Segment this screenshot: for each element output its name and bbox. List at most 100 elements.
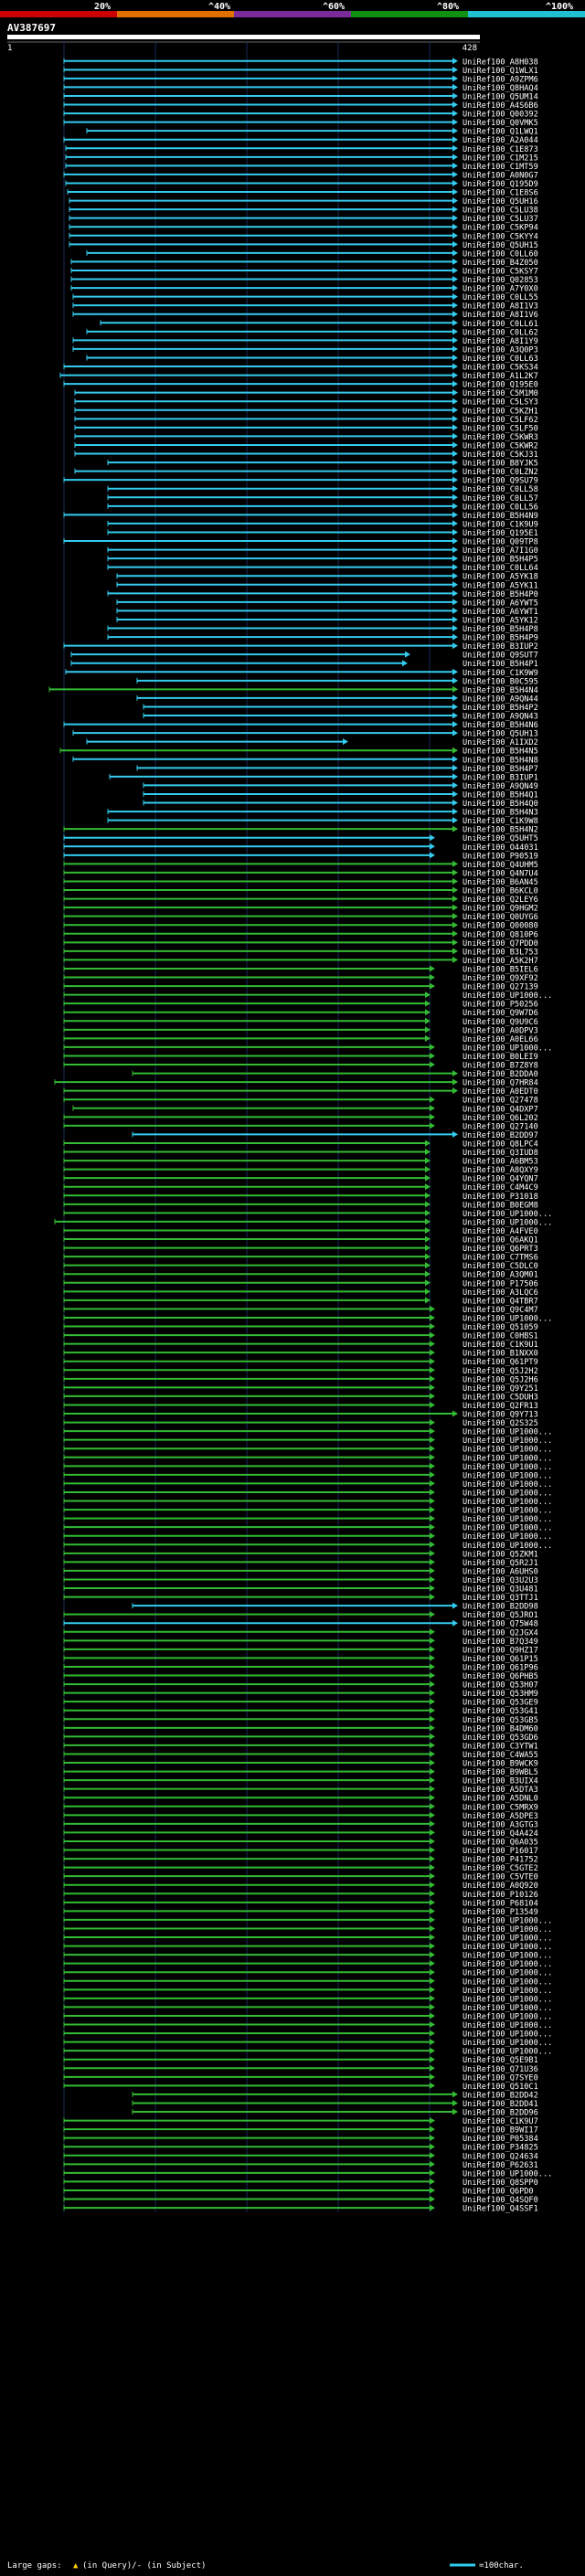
hit-row[interactable]: UniRef100_UP1000... xyxy=(63,1977,552,1987)
hit-label[interactable]: UniRef100_C5KZH1 xyxy=(463,407,538,416)
hit-label[interactable]: UniRef100_P13549 xyxy=(463,1908,538,1917)
hit-label[interactable]: UniRef100_UP1000... xyxy=(463,1977,552,1987)
hit-label[interactable]: UniRef100_C5KS34 xyxy=(463,364,538,373)
hit-row[interactable]: UniRef100_UP1000... xyxy=(63,1427,552,1437)
hit-label[interactable]: UniRef100_UP1000... xyxy=(463,1498,552,1507)
hit-row[interactable]: UniRef100_Q4SQF0 xyxy=(63,2196,538,2205)
hit-row[interactable]: UniRef100_B7Q349 xyxy=(63,1637,538,1647)
hit-label[interactable]: UniRef100_C1K9U9 xyxy=(463,520,538,529)
hit-label[interactable]: UniRef100_UP1000... xyxy=(463,1524,552,1533)
hit-label[interactable]: UniRef100_Q2S325 xyxy=(463,1419,538,1428)
hit-row[interactable]: UniRef100_C1K9W9 xyxy=(65,668,538,678)
hit-label[interactable]: UniRef100_UP1000... xyxy=(463,2012,552,2021)
hit-label[interactable]: UniRef100_A0Q920 xyxy=(463,1882,538,1891)
hit-label[interactable]: UniRef100_B5H4N8 xyxy=(463,756,538,765)
hit-row[interactable]: UniRef100_A6UHS0 xyxy=(63,1567,538,1576)
hit-label[interactable]: UniRef100_UP1000... xyxy=(463,1218,552,1227)
hit-label[interactable]: UniRef100_UP1000... xyxy=(463,1515,552,1524)
hit-label[interactable]: UniRef100_C5KYY4 xyxy=(463,232,538,241)
hit-row[interactable]: UniRef100_A5YK11 xyxy=(116,581,538,590)
hit-label[interactable]: UniRef100_A9QN49 xyxy=(463,782,538,791)
hit-label[interactable]: UniRef100_P31018 xyxy=(463,1193,538,1202)
hit-label[interactable]: UniRef100_A1IXD2 xyxy=(463,738,538,747)
hit-label[interactable]: UniRef100_A6YWT5 xyxy=(463,599,538,608)
hit-label[interactable]: UniRef100_Q53G41 xyxy=(463,1707,538,1716)
hit-row[interactable]: UniRef100_C1E8S6 xyxy=(67,188,538,198)
hit-row[interactable]: UniRef100_B3IUP1 xyxy=(109,773,538,782)
hit-label[interactable]: UniRef100_Q0VMK5 xyxy=(463,119,538,128)
hit-row[interactable]: UniRef100_A8I1V3 xyxy=(72,302,538,312)
hit-row[interactable]: UniRef100_C0LL60 xyxy=(86,249,538,259)
hit-label[interactable]: UniRef100_A5K2H7 xyxy=(463,957,538,966)
hit-row[interactable]: UniRef100_UP1000... xyxy=(63,2012,552,2021)
hit-row[interactable]: UniRef100_B5H4P1 xyxy=(70,660,538,669)
hit-label[interactable]: UniRef100_A4FVE0 xyxy=(463,1227,538,1236)
hit-label[interactable]: UniRef100_UP1000... xyxy=(463,1542,552,1551)
hit-row[interactable]: UniRef100_P10126 xyxy=(63,1890,538,1900)
hit-row[interactable]: UniRef100_A1L2K7 xyxy=(59,372,538,381)
hit-row[interactable]: UniRef100_C5KZH1 xyxy=(74,407,538,416)
hit-label[interactable]: UniRef100_Q5R2J1 xyxy=(463,1559,538,1568)
hit-label[interactable]: UniRef100_UP1000... xyxy=(463,991,552,1001)
hit-label[interactable]: UniRef100_C1E873 xyxy=(463,145,538,154)
hit-row[interactable]: UniRef100_A3QM01 xyxy=(63,1270,538,1280)
hit-row[interactable]: UniRef100_A0EL66 xyxy=(63,1034,538,1044)
hit-row[interactable]: UniRef100_Q9U9C6 xyxy=(63,1017,538,1027)
hit-label[interactable]: UniRef100_P50256 xyxy=(463,1001,538,1010)
hit-label[interactable]: UniRef100_B5H4Q1 xyxy=(463,790,538,800)
hit-row[interactable]: UniRef100_UP1000... xyxy=(63,1462,552,1472)
hit-label[interactable]: UniRef100_UP1000... xyxy=(463,1532,552,1542)
hit-row[interactable]: UniRef100_C5GTE2 xyxy=(63,1864,538,1873)
hit-row[interactable]: UniRef100_Q9HZ17 xyxy=(63,1646,538,1655)
hit-row[interactable]: UniRef100_Q5JRO1 xyxy=(63,1611,538,1620)
hit-label[interactable]: UniRef100_Q53HM9 xyxy=(463,1690,538,1699)
hit-label[interactable]: UniRef100_UP1000... xyxy=(463,1935,552,1944)
hit-row[interactable]: UniRef100_UP1000... xyxy=(63,1436,552,1446)
hit-label[interactable]: UniRef100_B5H4P7 xyxy=(463,765,538,774)
hit-row[interactable]: UniRef100_A1IXD2 xyxy=(86,738,538,747)
hit-label[interactable]: UniRef100_P62631 xyxy=(463,2161,538,2170)
hit-row[interactable]: UniRef100_A5DNL0 xyxy=(63,1794,538,1804)
hit-label[interactable]: UniRef100_Q9SU79 xyxy=(463,477,538,486)
hit-row[interactable]: UniRef100_UP1000... xyxy=(63,2169,552,2178)
hit-label[interactable]: UniRef100_C0LL58 xyxy=(463,485,538,494)
hit-row[interactable]: UniRef100_UP1000... xyxy=(63,1498,552,1507)
hit-row[interactable]: UniRef100_Q3U481 xyxy=(63,1585,538,1595)
hit-label[interactable]: UniRef100_P17506 xyxy=(463,1279,538,1288)
hit-row[interactable]: UniRef100_C5KJ31 xyxy=(74,451,538,460)
hit-label[interactable]: UniRef100_Q4UHM5 xyxy=(463,861,538,870)
hit-row[interactable]: UniRef100_C5LSY3 xyxy=(74,398,538,408)
hit-row[interactable]: UniRef100_A6BM53 xyxy=(63,1157,538,1167)
hit-row[interactable]: UniRef100_UP1000... xyxy=(63,1924,552,1935)
hit-label[interactable]: UniRef100_Q9W7D6 xyxy=(463,1009,538,1018)
hit-label[interactable]: UniRef100_Q1LWQ1 xyxy=(463,128,538,137)
hit-label[interactable]: UniRef100_B4Z050 xyxy=(463,259,538,268)
hit-label[interactable]: UniRef100_C1K9U7 xyxy=(463,2117,538,2126)
hit-row[interactable]: UniRef100_A5DTA3 xyxy=(63,1786,538,1795)
hit-label[interactable]: UniRef100_C1K9W8 xyxy=(463,817,538,826)
hit-label[interactable]: UniRef100_C7TMS6 xyxy=(463,1254,538,1263)
hit-label[interactable]: UniRef100_B6KCL0 xyxy=(463,887,538,896)
hit-label[interactable]: UniRef100_Q61PT9 xyxy=(463,1358,538,1367)
hit-row[interactable]: UniRef100_Q51059 xyxy=(63,1323,538,1332)
hit-row[interactable]: UniRef100_C5LF62 xyxy=(74,415,538,425)
hit-label[interactable]: UniRef100_C5M1M0 xyxy=(463,389,538,398)
hit-row[interactable]: UniRef100_C5LU37 xyxy=(69,215,538,224)
hit-row[interactable]: UniRef100_A9QN44 xyxy=(136,694,538,704)
hit-row[interactable]: UniRef100_UP1000... xyxy=(63,1541,552,1551)
hit-row[interactable]: UniRef100_Q53GE9 xyxy=(63,1698,538,1708)
hit-label[interactable]: UniRef100_P68104 xyxy=(463,1899,538,1908)
hit-label[interactable]: UniRef100_A6BM53 xyxy=(463,1158,538,1167)
hit-row[interactable]: UniRef100_C0LL62 xyxy=(86,328,538,337)
hit-row[interactable]: UniRef100_Q5UH13 xyxy=(72,729,538,739)
hit-row[interactable]: UniRef100_B5H4N6 xyxy=(63,721,538,730)
hit-label[interactable]: UniRef100_A9QN44 xyxy=(463,694,538,704)
hit-row[interactable]: UniRef100_Q810P6 xyxy=(63,930,538,939)
hit-label[interactable]: UniRef100_C3YTW1 xyxy=(463,1742,538,1751)
hit-row[interactable]: UniRef100_C0LL56 xyxy=(107,503,538,512)
hit-row[interactable]: UniRef100_UP1000... xyxy=(63,1986,552,1996)
hit-row[interactable]: UniRef100_Q8LPC4 xyxy=(63,1140,538,1149)
hit-row[interactable]: UniRef100_P62631 xyxy=(63,2160,538,2170)
hit-label[interactable]: UniRef100_Q6A035 xyxy=(463,1838,538,1847)
hit-row[interactable]: UniRef100_A0Q920 xyxy=(63,1882,538,1891)
